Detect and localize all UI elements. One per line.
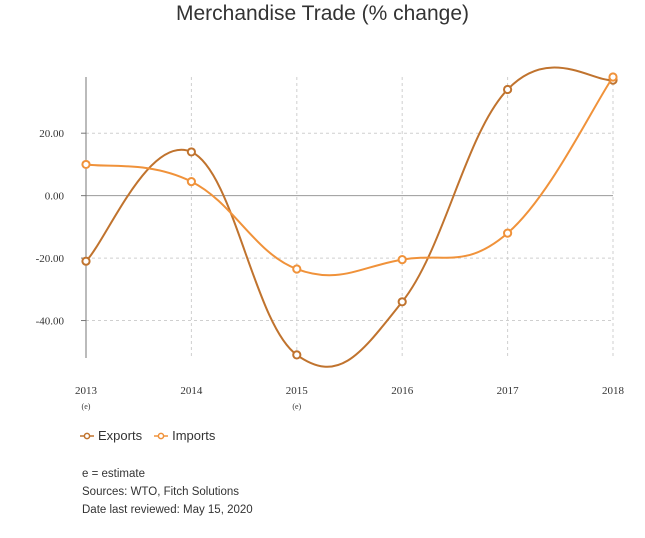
x-tick-label: 2016 [391,385,414,397]
chart-notes: e = estimate Sources: WTO, Fitch Solutio… [82,465,253,519]
exports-legend-swatch [80,432,94,439]
x-tick-sublabel: (e) [292,402,301,411]
imports-data-point [397,255,407,265]
exports-data-point [81,256,91,266]
x-tick-label: 2015 [286,385,309,397]
imports-data-point [608,72,618,82]
imports-data-point [292,264,302,274]
exports-series-line [85,66,614,368]
legend-item-exports[interactable]: Exports [80,428,142,443]
x-tick-sublabel: (e) [82,402,91,411]
chart-labels: 20.00 0.00 -20.00 -40.00 2013 (e) 2014 2015 (e) 2… [36,128,625,411]
x-tick-label: 2014 [180,385,203,397]
y-tick-label: 0.00 [45,191,65,203]
exports-data-point [503,84,513,95]
y-tick-label: -20.00 [36,253,65,265]
sources-note: Sources: WTO, Fitch Solutions [82,486,240,498]
legend-item-imports[interactable]: Imports [154,428,215,443]
imports-data-point [186,176,196,187]
reviewed-note: Date last reviewed: May 15, 2020 [82,504,253,516]
chart-series [81,66,618,368]
chart-grid [86,77,614,358]
chart-title: Merchandise Trade (% change) [176,2,469,25]
imports-data-point [81,159,91,170]
legend-label-exports: Exports [98,428,143,443]
legend-label-imports: Imports [172,428,216,443]
imports-series-line [85,76,614,277]
imports-data-point [503,228,513,238]
x-tick-label: 2013 [75,385,98,397]
chart-axes [81,77,613,358]
exports-data-point [186,147,196,157]
chart-legend: Exports Imports [80,428,215,443]
x-tick-label: 2017 [497,385,520,397]
imports-legend-swatch [154,432,169,439]
x-tick-label: 2018 [602,385,625,397]
exports-data-point [397,297,407,307]
exports-data-point [292,350,302,360]
y-tick-label: -40.00 [36,316,65,328]
y-tick-label: 20.00 [39,128,64,140]
estimate-note: e = estimate [82,468,145,480]
